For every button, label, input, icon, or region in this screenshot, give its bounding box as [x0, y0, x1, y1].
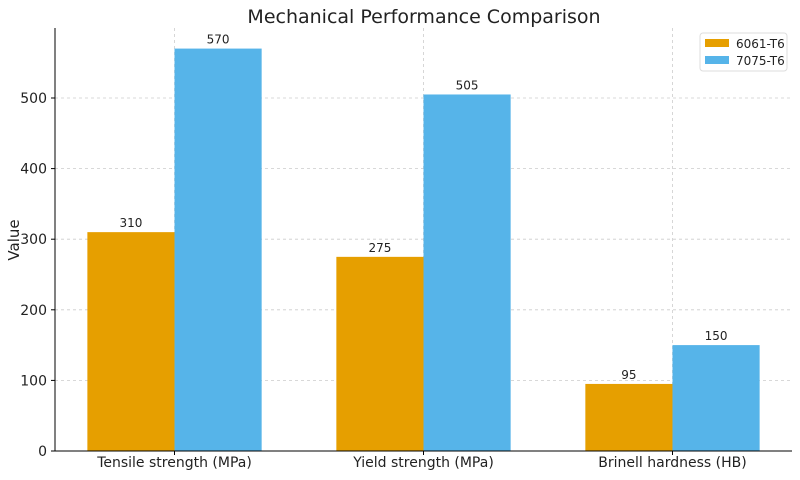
y-tick-label: 200 [20, 303, 47, 319]
bar-7075-T6 [672, 345, 760, 451]
data-label: 310 [119, 216, 142, 230]
y-tick-label: 0 [38, 444, 47, 460]
y-axis-label: Value [5, 219, 23, 260]
bar-6061-T6 [585, 383, 673, 451]
data-label: 275 [368, 241, 391, 255]
y-tick-label: 100 [20, 373, 47, 389]
axes: 0 100 200 300 400 500 Tensile strength (MPa) Yi… [20, 28, 792, 471]
data-label: 95 [621, 368, 636, 382]
y-tick-label: 300 [20, 232, 47, 248]
y-tick-label: 400 [20, 162, 47, 178]
bar-7075-T6 [174, 48, 262, 451]
x-tick-label: Tensile strength (MPa) [96, 455, 252, 471]
x-tick-label: Brinell hardness (HB) [598, 455, 746, 471]
x-tick-label: Yield strength (MPa) [352, 455, 494, 471]
legend-label: 7075-T6 [736, 54, 785, 68]
data-label: 505 [456, 78, 479, 92]
chart-title: Mechanical Performance Comparison [247, 6, 600, 28]
bars: 310 570 275 505 95 150 [87, 33, 760, 451]
y-tick-label: 500 [20, 91, 47, 107]
bar-6061-T6 [87, 232, 175, 451]
legend-swatch [705, 39, 729, 47]
legend: 6061-T6 7075-T6 [699, 32, 788, 72]
data-label: 570 [207, 33, 230, 47]
bar-6061-T6 [336, 256, 424, 451]
bar-7075-T6 [423, 94, 511, 451]
data-label: 150 [705, 329, 728, 343]
legend-label: 6061-T6 [736, 37, 785, 51]
legend-swatch [705, 56, 729, 64]
